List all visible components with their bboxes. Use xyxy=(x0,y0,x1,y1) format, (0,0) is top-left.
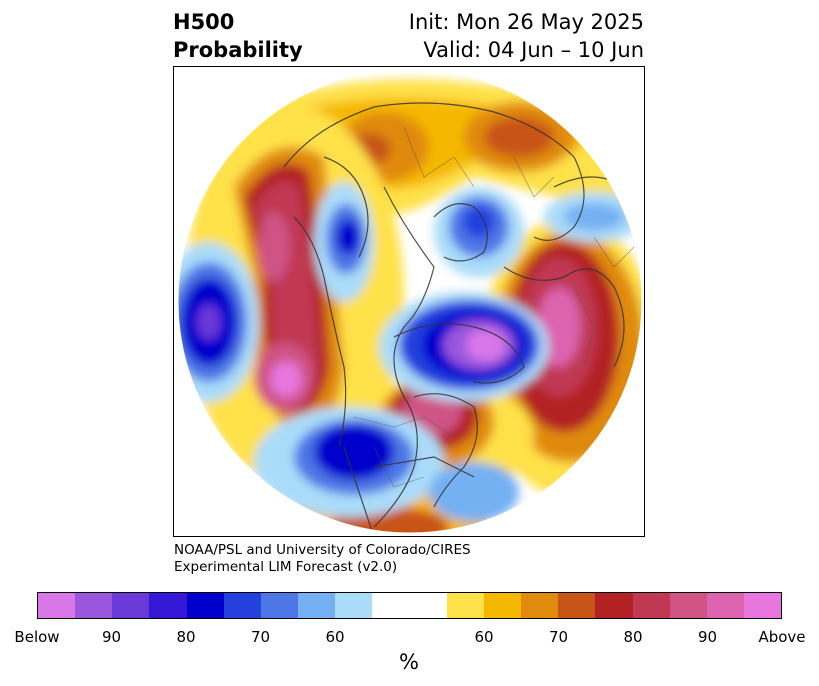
colorbar-tick-label: Below xyxy=(14,628,60,646)
colorbar-tick-label: 60 xyxy=(474,628,494,646)
probability-colorbar xyxy=(37,592,782,619)
colorbar-segment xyxy=(706,593,744,618)
colorbar-segment xyxy=(743,593,782,618)
colorbar-segment xyxy=(112,593,150,618)
colorbar-segment xyxy=(409,593,447,618)
colorbar-tick-label: 90 xyxy=(101,628,122,646)
init-date: Init: Mon 26 May 2025 xyxy=(408,10,644,34)
map-title: H500 Probability xyxy=(173,8,303,64)
credit-line2: Experimental LIM Forecast (v2.0) xyxy=(174,559,398,575)
colorbar-segment xyxy=(223,593,261,618)
map-disk-edge xyxy=(177,68,643,534)
colorbar-segment xyxy=(335,593,373,618)
valid-date: Valid: 04 Jun – 10 Jun xyxy=(423,38,644,62)
country-borders xyxy=(353,126,635,488)
title-variable: H500 xyxy=(173,10,235,34)
colorbar-tick-label: Above xyxy=(758,628,806,646)
probability-map xyxy=(173,66,645,537)
polar-map-svg xyxy=(177,68,643,534)
colorbar-segment xyxy=(186,593,224,618)
colorbar-unit-label: % xyxy=(399,650,419,674)
colorbar-tick-label: 70 xyxy=(250,628,271,646)
colorbar-segment xyxy=(372,593,410,618)
colorbar-segment xyxy=(38,593,76,618)
title-product: Probability xyxy=(173,38,303,62)
colorbar-segment xyxy=(558,593,596,618)
colorbar-segment xyxy=(149,593,187,618)
colorbar-segment xyxy=(483,593,522,618)
colorbar-segment xyxy=(260,593,299,618)
colorbar-segment xyxy=(521,593,559,618)
credit-text: NOAA/PSL and University of Colorado/CIRE… xyxy=(174,542,471,576)
colorbar-tick-label: 80 xyxy=(623,628,643,646)
colorbar-segment xyxy=(632,593,670,618)
colorbar-tick-label: 80 xyxy=(176,628,196,646)
colorbar-segment xyxy=(669,593,707,618)
colorbar-tick-label: 60 xyxy=(325,628,345,646)
colorbar-segment xyxy=(595,593,633,618)
colorbar-tick-label: 70 xyxy=(548,628,569,646)
coastlines xyxy=(283,102,625,533)
colorbar-segment xyxy=(446,593,484,618)
anomaly-field xyxy=(178,69,642,533)
credit-line1: NOAA/PSL and University of Colorado/CIRE… xyxy=(174,542,471,558)
colorbar-tick-label: 90 xyxy=(697,628,718,646)
colorbar-segment xyxy=(75,593,113,618)
colorbar-segment xyxy=(298,593,336,618)
map-dates: Init: Mon 26 May 2025 Valid: 04 Jun – 10… xyxy=(409,8,644,64)
